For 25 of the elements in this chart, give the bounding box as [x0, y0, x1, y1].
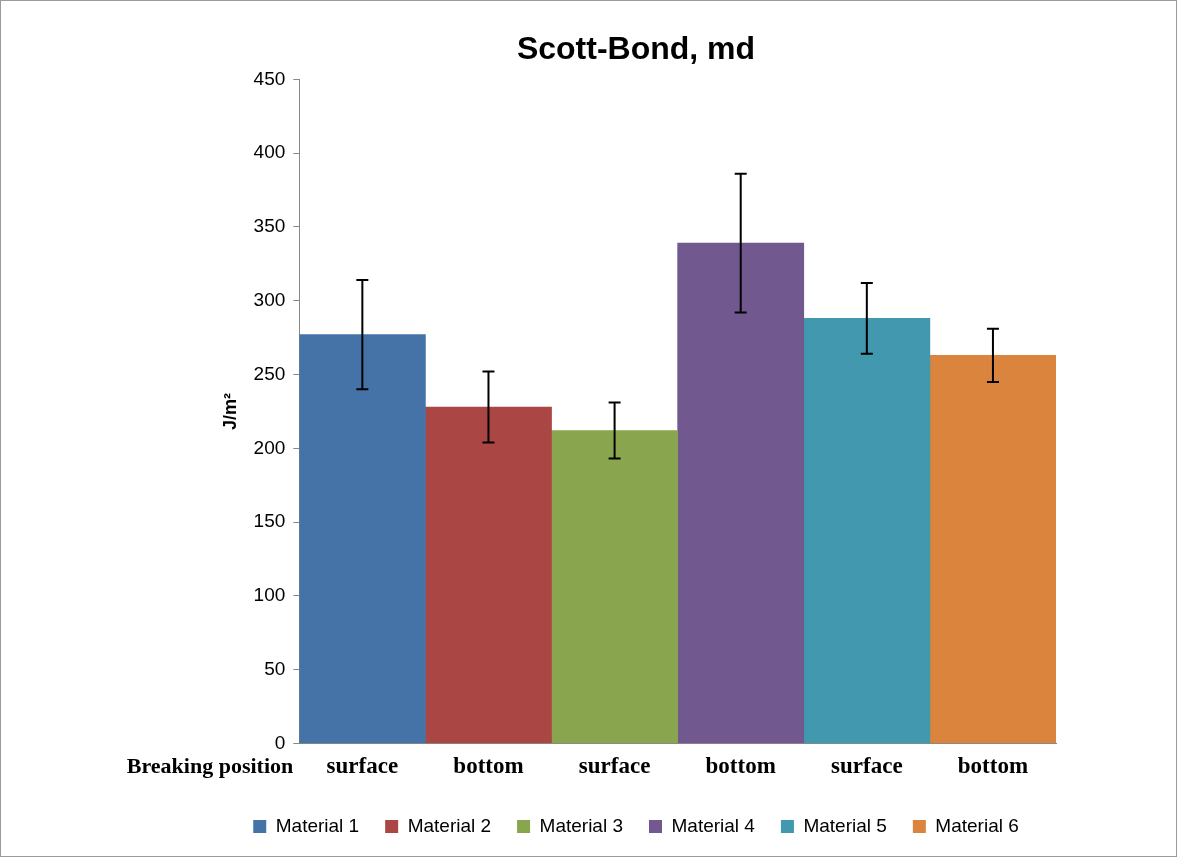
legend-label: Material 1 — [275, 814, 360, 836]
y-tick-label: 200 — [253, 436, 286, 458]
y-tick-label: 100 — [253, 584, 286, 606]
legend-label: Material 5 — [803, 814, 887, 836]
y-tick-label: 50 — [264, 657, 286, 679]
chart-title: Scott-Bond, md — [516, 30, 756, 67]
x-tick-label: surface — [326, 753, 399, 779]
x-tick-label: bottom — [957, 753, 1029, 779]
y-tick-label: 250 — [253, 362, 286, 384]
x-tick-label: bottom — [705, 753, 776, 779]
x-tick-label: bottom — [453, 753, 524, 779]
y-tick-label: 450 — [253, 67, 286, 89]
x-tick-label: surface — [578, 753, 651, 779]
y-tick-label: 150 — [253, 510, 286, 532]
legend-label: Material 3 — [539, 814, 623, 836]
x-axis-title: Breaking position — [126, 752, 294, 778]
y-tick-label: 300 — [253, 288, 286, 310]
legend-label: Material 2 — [407, 814, 492, 836]
y-tick-label: 400 — [253, 141, 286, 163]
y-tick-label: 0 — [274, 731, 286, 753]
y-tick-label: 350 — [253, 215, 286, 237]
x-tick-label: surface — [831, 753, 903, 779]
legend-label: Material 4 — [671, 814, 756, 836]
y-axis-title: J/m² — [219, 392, 240, 430]
legend-label: Material 6 — [935, 814, 1019, 836]
